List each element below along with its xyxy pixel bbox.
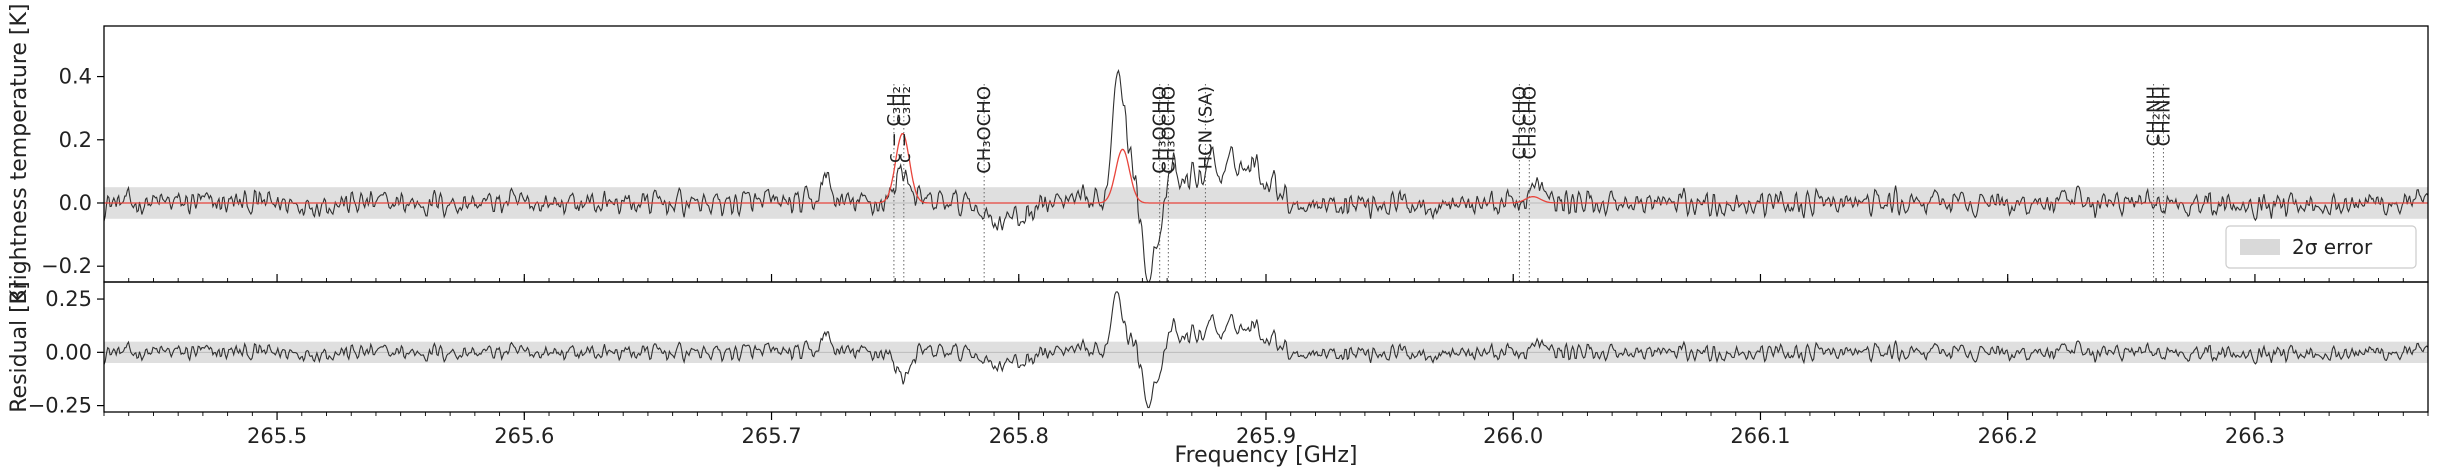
line-id-label: CH₃CHO bbox=[1519, 86, 1540, 160]
top-y-tick-label: 0.2 bbox=[59, 128, 92, 152]
x-tick-label: 266.3 bbox=[2225, 424, 2285, 448]
line-id-label: HCN (SA) bbox=[1195, 86, 1216, 169]
line-id-label: CH₃CHO bbox=[1509, 86, 1530, 160]
line-id-label: CH₃OCHO bbox=[1158, 86, 1179, 174]
line-id-label: c − C₃H₂ bbox=[894, 86, 915, 163]
x-tick-label: 265.6 bbox=[494, 424, 554, 448]
x-tick-label: 265.8 bbox=[989, 424, 1049, 448]
model-spectrum-line bbox=[104, 133, 2428, 204]
x-tick-label: 266.0 bbox=[1483, 424, 1543, 448]
line-id-label: CH₃OCHO bbox=[974, 86, 995, 174]
bottom-y-tick-label: 0.00 bbox=[45, 340, 92, 364]
bottom-y-axis-label: Residual [K] bbox=[7, 281, 32, 413]
legend: 2σ error bbox=[2225, 225, 2417, 269]
x-axis-label: Frequency [GHz] bbox=[1175, 443, 1358, 468]
x-tick-label: 265.5 bbox=[247, 424, 307, 448]
residual-spectrum-line bbox=[103, 291, 2429, 409]
line-id-label: CH₃OCHO bbox=[1150, 86, 1171, 174]
observed-spectrum-line bbox=[103, 68, 2429, 283]
top-x-ticks bbox=[103, 274, 2429, 282]
x-tick-label: 265.7 bbox=[741, 424, 801, 448]
line-id-label: CH₂NH bbox=[2153, 86, 2174, 146]
bottom-y-tick-label: 0.25 bbox=[45, 287, 92, 311]
x-tick-label: 265.9 bbox=[1236, 424, 1296, 448]
bottom-y-axis: −0.25 0.00 0.25 bbox=[28, 287, 104, 418]
line-id-label: c − C₃H₂ bbox=[884, 86, 905, 163]
legend-swatch bbox=[2240, 239, 2280, 255]
top-y-tick-label: 0.0 bbox=[59, 191, 92, 215]
top-y-tick-label: −0.2 bbox=[41, 254, 92, 278]
legend-label: 2σ error bbox=[2292, 235, 2373, 259]
bottom-panel: −0.250.000.25 265.5 265.6 265.7 265.8 265.9 2… bbox=[7, 281, 2429, 468]
legend-box bbox=[2225, 225, 2417, 269]
line-id-markers bbox=[893, 84, 2164, 282]
top-y-tick-label: 0.4 bbox=[59, 65, 92, 89]
top-y-axis-label: Brightness temperature [K] bbox=[7, 3, 32, 304]
x-tick-label: 266.2 bbox=[1978, 424, 2038, 448]
top-plot-frame bbox=[103, 25, 2429, 283]
bottom-y-tick-label: −0.25 bbox=[28, 394, 92, 418]
line-id-label: CH₂NH bbox=[2144, 86, 2165, 146]
top-y-axis: −0.2 0.0 0.2 0.4 bbox=[41, 65, 104, 278]
bottom-x-axis: 265.5 265.6 265.7 265.8 265.9 266.0 266.1 266.2… bbox=[103, 412, 2429, 448]
x-tick-label: 266.1 bbox=[1730, 424, 1790, 448]
